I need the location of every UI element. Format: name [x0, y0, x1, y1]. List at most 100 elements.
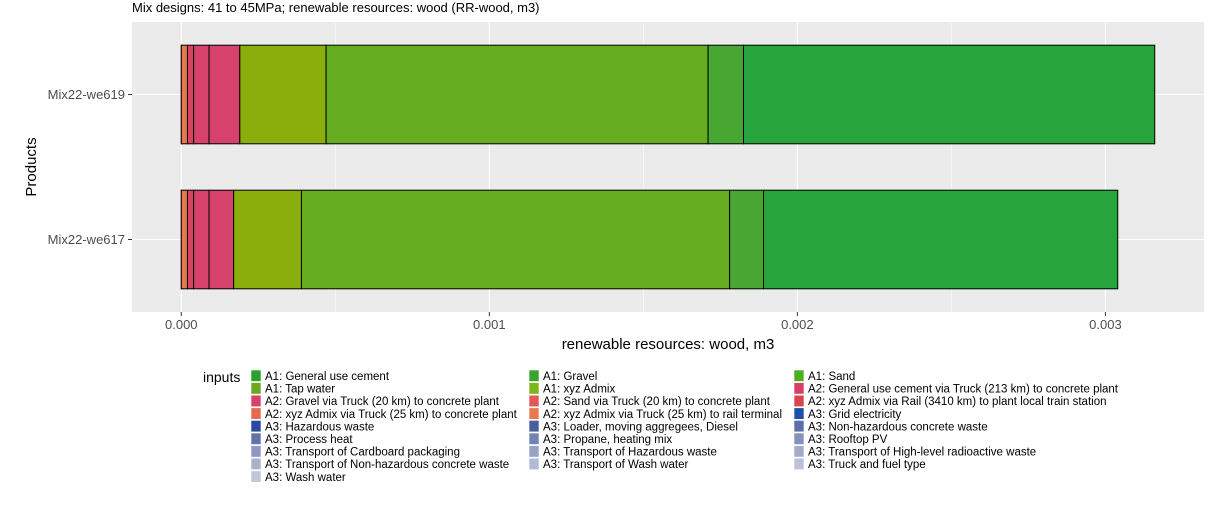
x-tick-label: 0.001 — [473, 317, 506, 332]
legend-item: A3: Non-hazardous concrete waste — [793, 420, 988, 433]
legend-key — [528, 382, 540, 395]
bar-segment — [239, 44, 327, 145]
legend-label: A3: Transport of High-level radioactive … — [808, 447, 1036, 459]
legend-label: A3: Rooftop PV — [808, 434, 888, 446]
legend-label: A3: Loader, moving aggregees, Diesel — [543, 421, 738, 433]
legend-item: A1: General use cement — [250, 369, 390, 383]
legend-label: A2: General use cement via Truck (213 km… — [808, 384, 1119, 396]
legend-label: A3: Truck and fuel type — [808, 459, 926, 471]
bar-segment — [300, 189, 731, 290]
chart-title: Mix designs: 41 to 45MPa; renewable reso… — [132, 0, 540, 15]
legend-key — [793, 407, 805, 420]
legend-key — [250, 457, 262, 471]
legend-label: A3: Wash water — [265, 472, 346, 484]
legend-key — [793, 420, 805, 433]
legend-item: A3: Grid electricity — [793, 407, 902, 421]
legend-key — [528, 369, 540, 382]
legend-label: A3: Transport of Hazardous waste — [543, 447, 717, 459]
legend-key — [528, 420, 540, 433]
bar-segment — [193, 189, 210, 290]
legend-key — [250, 470, 262, 483]
legend-label: A3: Transport of Wash water — [543, 459, 688, 471]
legend-key — [793, 382, 805, 395]
bar-segment — [742, 44, 1156, 145]
legend-item: A2: Gravel via Truck (20 km) to concrete… — [250, 394, 500, 408]
legend-label: A3: Non-hazardous concrete waste — [808, 421, 988, 433]
legend-item: A1: Tap water — [250, 382, 335, 396]
legend-key — [793, 432, 805, 445]
legend-label: A2: xyz Admix via Truck (25 km) to rail … — [543, 409, 782, 421]
legend-key — [528, 394, 540, 408]
x-tick-label: 0.000 — [165, 317, 198, 332]
legend-label: A1: xyz Admix — [543, 384, 615, 396]
legend-key — [793, 445, 805, 458]
legend-title: inputs — [203, 369, 240, 385]
legend-key — [528, 407, 540, 420]
legend-item: A3: Propane, heating mix — [528, 432, 672, 446]
legend-label: A3: Grid electricity — [808, 409, 902, 421]
legend-key — [250, 420, 262, 433]
y-tick-label: Mix22-we617 — [48, 232, 125, 247]
legend-key — [793, 394, 805, 408]
y-axis-title: Products — [23, 137, 40, 196]
legend-item: A2: Sand via Truck (20 km) to concrete p… — [528, 394, 771, 408]
bar-segment — [186, 44, 195, 145]
bar-segment — [325, 44, 709, 145]
legend-item: A1: Sand — [793, 369, 855, 383]
legend-item: A2: xyz Admix via Rail (3410 km) to plan… — [793, 394, 1107, 408]
legend-label: A2: Sand via Truck (20 km) to concrete p… — [543, 396, 771, 408]
x-tick-label: 0.002 — [781, 317, 814, 332]
legend-item: A3: Wash water — [250, 470, 346, 484]
legend-label: A1: Sand — [808, 371, 855, 383]
legend-item: A1: xyz Admix — [528, 382, 615, 396]
bar-segment — [208, 44, 241, 145]
legend-key — [250, 394, 262, 408]
legend-label: A3: Hazardous waste — [265, 421, 374, 433]
bar-segment — [180, 189, 188, 290]
bars — [180, 44, 1156, 290]
y-tick-label: Mix22-we619 — [48, 87, 125, 102]
bar-Mix22-we617 — [180, 189, 1119, 290]
legend-key — [793, 457, 805, 471]
x-axis-title: renewable resources: wood, m3 — [562, 336, 775, 353]
legend-key — [250, 445, 262, 458]
legend-key — [528, 445, 540, 458]
legend-item: A2: General use cement via Truck (213 km… — [793, 382, 1119, 396]
legend-item: A3: Transport of Wash water — [528, 457, 688, 471]
legend-key — [793, 369, 805, 382]
legend-key — [528, 457, 540, 471]
legend-label: A2: xyz Admix via Truck (25 km) to concr… — [265, 409, 518, 421]
legend-label: A1: Gravel — [543, 371, 597, 383]
bar-segment — [729, 189, 765, 290]
legend-key — [250, 382, 262, 395]
x-tick-label: 0.003 — [1089, 317, 1122, 332]
legend-item: A3: Transport of Non-hazardous concrete … — [250, 457, 509, 471]
legend-label: A3: Propane, heating mix — [543, 434, 672, 446]
legend-item: A1: Gravel — [528, 369, 597, 383]
legend-item: A2: xyz Admix via Truck (25 km) to concr… — [250, 407, 518, 421]
legend-item: A3: Hazardous waste — [250, 420, 374, 433]
legend-key — [250, 407, 262, 420]
legend-item: A2: xyz Admix via Truck (25 km) to rail … — [528, 407, 782, 421]
bar-segment — [193, 44, 210, 145]
bar-segment — [180, 44, 188, 145]
legend-item: A3: Transport of Hazardous waste — [528, 445, 717, 459]
legend-item: A3: Rooftop PV — [793, 432, 888, 446]
bar-segment — [763, 189, 1119, 290]
legend-item: A3: Transport of High-level radioactive … — [793, 445, 1036, 459]
bar-segment — [208, 189, 235, 290]
legend-item: A3: Truck and fuel type — [793, 457, 926, 471]
legend-label: A3: Transport of Non-hazardous concrete … — [265, 459, 509, 471]
legend-item: A3: Transport of Cardboard packaging — [250, 445, 460, 459]
bar-segment — [233, 189, 302, 290]
legend-label: A3: Transport of Cardboard packaging — [265, 447, 460, 459]
legend-label: A1: Tap water — [265, 384, 335, 396]
legend-key — [250, 432, 262, 445]
bar-segment — [186, 189, 195, 290]
legend-label: A3: Process heat — [265, 434, 353, 446]
legend-key — [528, 432, 540, 445]
legend-key — [250, 369, 262, 382]
bar-segment — [707, 44, 744, 145]
